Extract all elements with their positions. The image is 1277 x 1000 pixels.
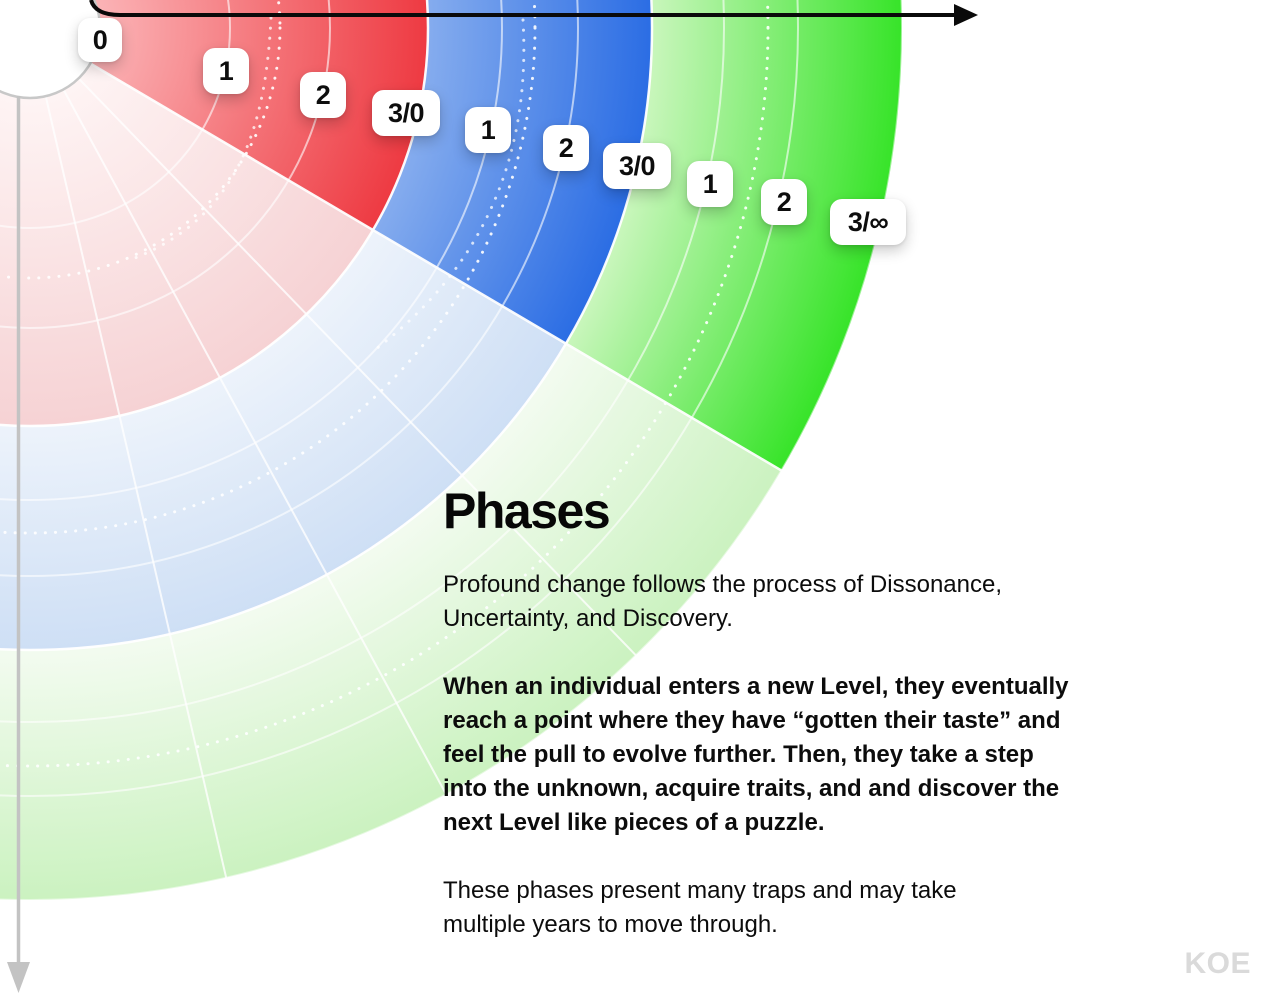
closing-paragraph: These phases present many traps and may … bbox=[443, 877, 957, 938]
level-chip-green-2: 2 bbox=[761, 179, 807, 225]
down-arrow-axis bbox=[7, 96, 30, 993]
level-chip-red-2: 2 bbox=[300, 72, 346, 118]
sector-lines bbox=[44, 62, 795, 892]
level-chip-red-1: 1 bbox=[203, 48, 249, 94]
right-arrow-axis bbox=[89, 0, 978, 26]
body-paragraph-bold: When an individual enters a new Level, t… bbox=[443, 673, 1069, 836]
level-chip-green-1: 1 bbox=[687, 161, 733, 207]
intro-paragraph: Profound change follows the process of D… bbox=[443, 571, 1002, 632]
ring-guides bbox=[0, 0, 902, 900]
level-chip-0: 0 bbox=[78, 18, 122, 62]
level-chip-green-3-inf: 3/∞ bbox=[830, 199, 906, 245]
level-chip-red-3-0: 3/0 bbox=[372, 90, 440, 136]
phases-text-block: Phases Profound change follows the proce… bbox=[443, 486, 1148, 976]
koe-logo: KOE bbox=[1184, 947, 1251, 980]
level-chip-blue-1: 1 bbox=[465, 107, 511, 153]
level-chip-blue-3-0: 3/0 bbox=[603, 143, 671, 189]
level-chip-blue-2: 2 bbox=[543, 125, 589, 171]
page-title: Phases bbox=[443, 483, 611, 539]
